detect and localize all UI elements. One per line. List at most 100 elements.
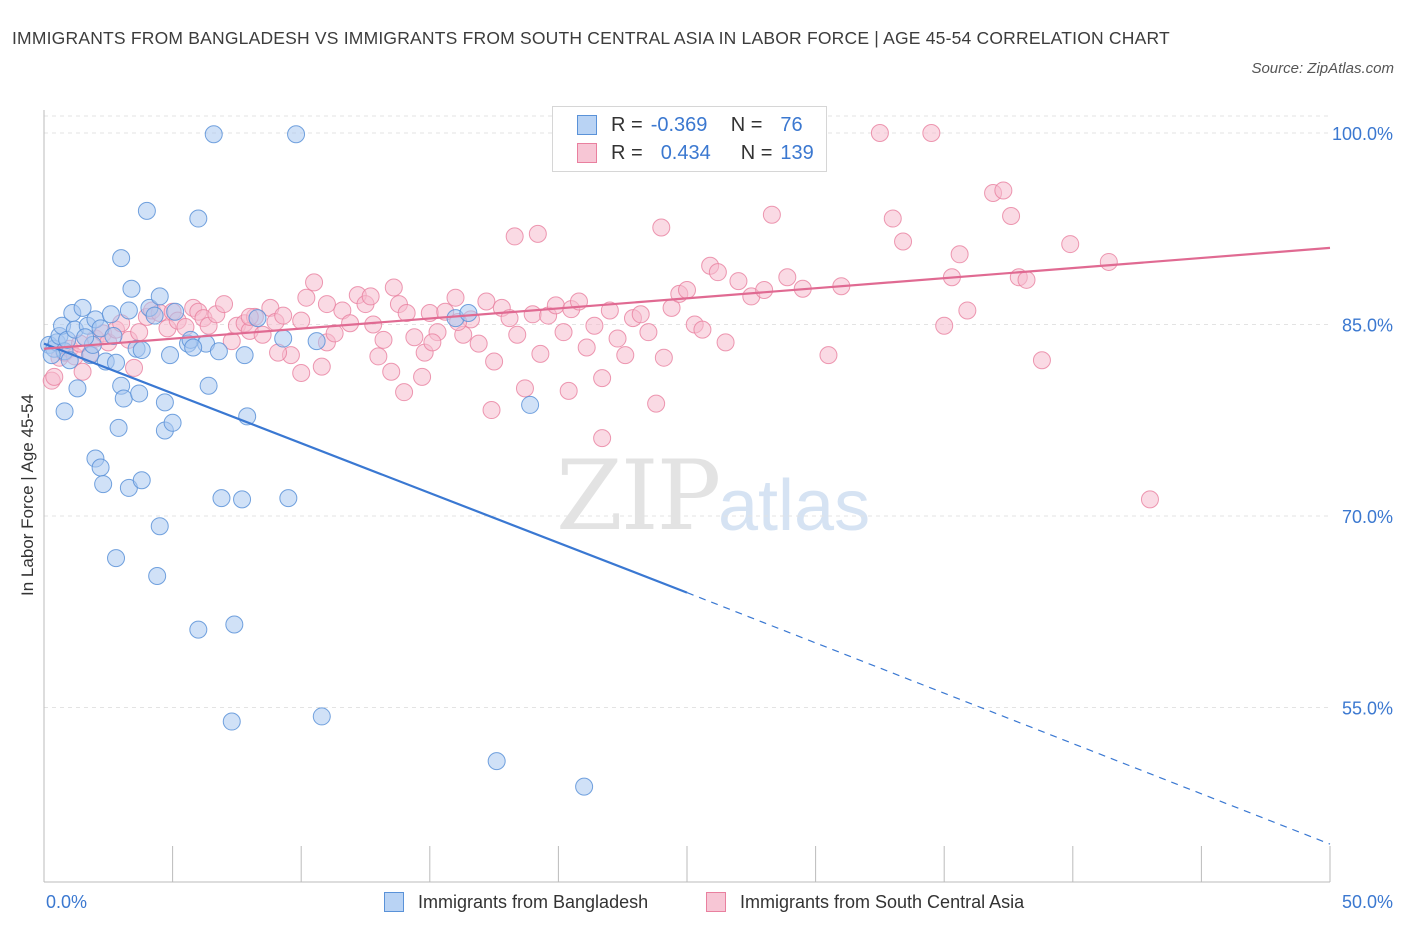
data-point-bangladesh <box>122 279 141 298</box>
data-point-bangladesh <box>166 302 185 321</box>
data-point-bangladesh <box>148 567 167 586</box>
data-point-bangladesh <box>94 475 113 494</box>
data-point-bangladesh <box>150 517 169 536</box>
data-point-bangladesh <box>161 346 180 365</box>
legend-swatch-blue <box>577 115 597 135</box>
data-point-bangladesh <box>112 249 131 268</box>
data-point-bangladesh <box>119 301 138 320</box>
trend-line-south-central-asia <box>43 246 1331 350</box>
data-point-south-central-asia <box>1032 351 1051 370</box>
data-point-south-central-asia <box>446 288 465 307</box>
data-point-bangladesh <box>233 490 252 509</box>
chart-title: IMMIGRANTS FROM BANGLADESH VS IMMIGRANTS… <box>12 28 1170 48</box>
data-point-south-central-asia <box>894 232 913 251</box>
data-point-bangladesh <box>222 712 241 731</box>
data-point-bangladesh <box>68 379 87 398</box>
data-point-south-central-asia <box>608 329 627 348</box>
data-point-south-central-asia <box>716 333 735 352</box>
data-point-south-central-asia <box>500 309 519 328</box>
data-point-south-central-asia <box>762 205 781 224</box>
data-point-south-central-asia <box>654 348 673 367</box>
data-point-south-central-asia <box>397 304 416 323</box>
data-point-south-central-asia <box>1061 235 1080 254</box>
data-point-south-central-asia <box>528 224 547 243</box>
data-point-south-central-asia <box>292 364 311 383</box>
data-point-south-central-asia <box>45 367 64 386</box>
data-point-bangladesh <box>212 489 231 508</box>
data-point-south-central-asia <box>693 320 712 339</box>
data-point-bangladesh <box>150 287 169 306</box>
data-point-bangladesh <box>130 384 149 403</box>
data-point-south-central-asia <box>585 316 604 335</box>
data-point-south-central-asia <box>1017 270 1036 289</box>
legend-r-label: R = <box>611 141 643 164</box>
data-point-south-central-asia <box>922 124 941 142</box>
data-point-south-central-asia <box>505 227 524 246</box>
data-point-south-central-asia <box>778 268 797 287</box>
data-point-bangladesh <box>101 305 120 324</box>
data-point-south-central-asia <box>369 347 388 366</box>
data-point-south-central-asia <box>413 367 432 386</box>
axis-layer <box>43 110 1331 883</box>
data-point-south-central-asia <box>616 346 635 365</box>
data-point-bangladesh <box>91 458 110 477</box>
data-point-south-central-asia <box>600 301 619 320</box>
data-point-south-central-asia <box>515 379 534 398</box>
data-point-south-central-asia <box>130 323 149 342</box>
data-point-south-central-asia <box>482 401 501 420</box>
watermark-atlas: atlas <box>718 466 871 546</box>
data-point-south-central-asia <box>312 357 331 376</box>
data-point-bangladesh <box>307 332 326 351</box>
data-point-south-central-asia <box>292 311 311 330</box>
data-point-south-central-asia <box>554 323 573 342</box>
data-point-south-central-asia <box>508 325 527 344</box>
legend-r-label: R = <box>611 113 643 136</box>
data-point-bangladesh <box>184 338 203 357</box>
data-point-bangladesh <box>204 125 223 144</box>
data-point-south-central-asia <box>593 429 612 448</box>
data-point-south-central-asia <box>395 383 414 402</box>
data-point-south-central-asia <box>469 334 488 353</box>
legend-r-value: -0.369 <box>650 113 708 136</box>
data-point-bangladesh <box>199 376 218 395</box>
y-tick-label: 70.0% <box>1342 507 1393 527</box>
data-point-south-central-asia <box>317 295 336 314</box>
legend-n-label: N = <box>740 141 773 164</box>
data-point-south-central-asia <box>631 305 650 324</box>
data-point-south-central-asia <box>297 288 316 307</box>
data-point-south-central-asia <box>361 287 380 306</box>
source-label: Source: ZipAtlas.com <box>1251 60 1394 77</box>
data-point-south-central-asia <box>523 305 542 324</box>
data-point-bangladesh <box>209 342 228 361</box>
data-point-bangladesh <box>521 395 540 414</box>
data-point-bangladesh <box>459 304 478 323</box>
data-point-south-central-asia <box>755 281 774 300</box>
data-point-south-central-asia <box>531 344 550 363</box>
watermark-zip: ZIP <box>556 440 721 552</box>
data-point-south-central-asia <box>305 273 324 292</box>
data-point-south-central-asia <box>1002 206 1021 225</box>
bottom-legend-swatch-pink <box>706 892 726 912</box>
trend-lines <box>43 246 1331 845</box>
data-point-south-central-asia <box>374 330 393 349</box>
data-point-south-central-asia <box>384 278 403 297</box>
bottom-legend-label: Immigrants from Bangladesh <box>418 891 649 912</box>
data-point-south-central-asia <box>559 381 578 400</box>
bottom-legend-south-central-asia: Immigrants from South Central Asia <box>706 890 1024 914</box>
data-point-bangladesh <box>104 326 123 345</box>
data-point-south-central-asia <box>125 358 144 377</box>
data-point-bangladesh <box>225 615 244 634</box>
data-point-bangladesh <box>55 402 74 421</box>
legend-swatch-pink <box>577 143 597 163</box>
legend-r-value: 0.434 <box>660 141 711 164</box>
bottom-legend-swatch-blue <box>384 892 404 912</box>
data-point-bangladesh <box>279 489 298 508</box>
y-tick-labels: 100.0% 85.0% 70.0% 55.0% <box>1332 124 1393 719</box>
legend-n-label: N = <box>730 113 763 136</box>
data-point-south-central-asia <box>485 352 504 371</box>
data-point-bangladesh <box>137 201 156 220</box>
data-point-bangladesh <box>287 125 306 144</box>
data-point-south-central-asia <box>253 325 272 344</box>
data-point-south-central-asia <box>652 218 671 237</box>
bottom-legend-bangladesh: Immigrants from Bangladesh <box>384 890 648 914</box>
